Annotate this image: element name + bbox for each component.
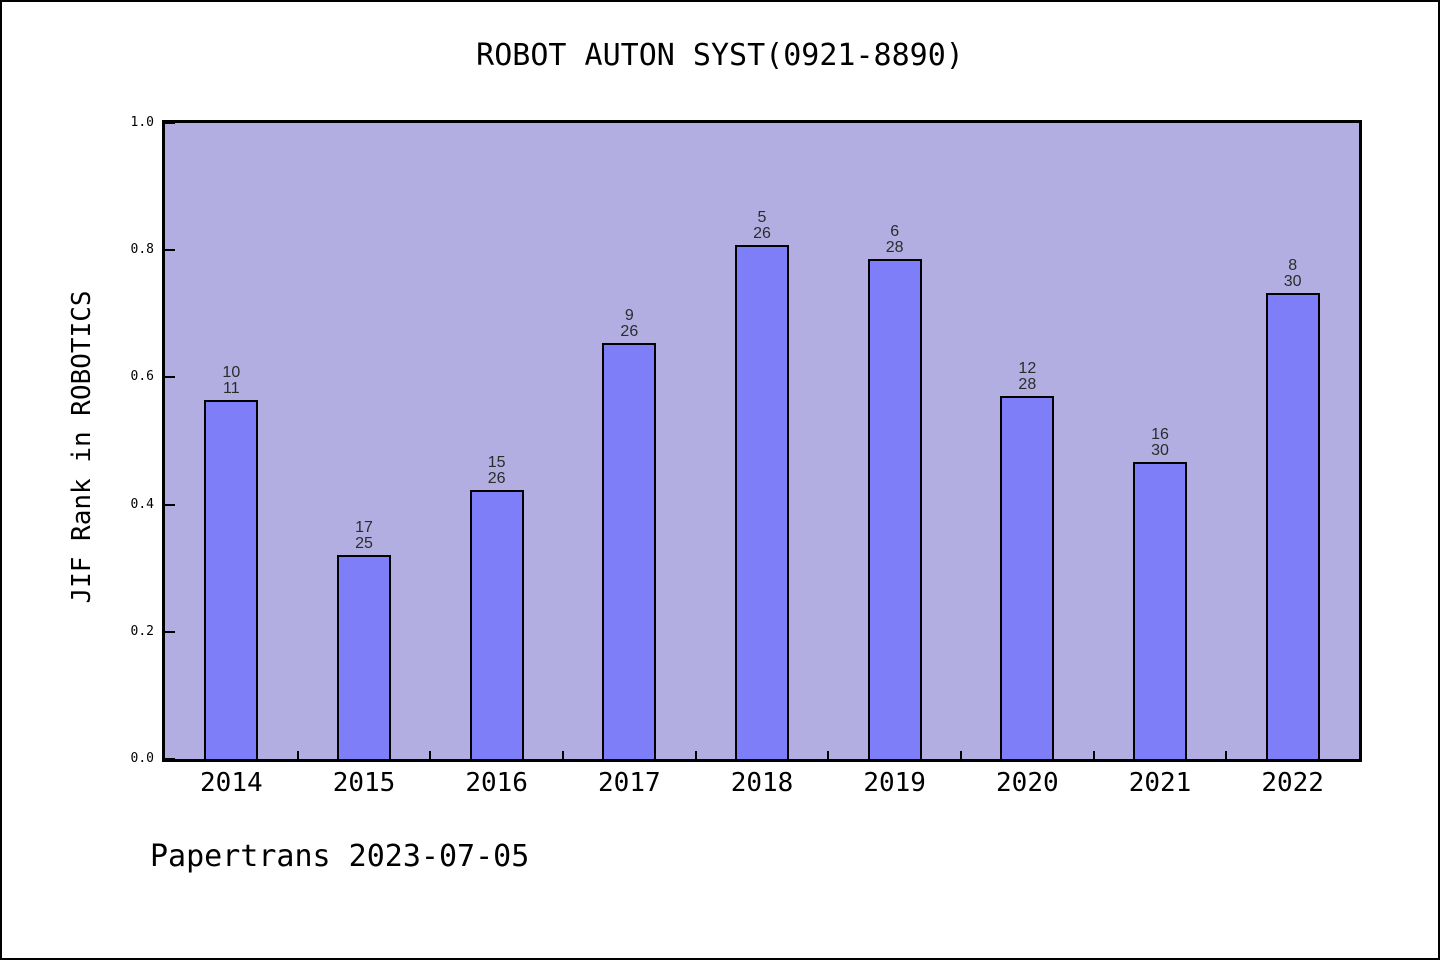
bar-value-label: 15 26 (487, 454, 506, 487)
x-minor-tick (562, 751, 564, 759)
bar-value-label: 17 25 (355, 519, 373, 552)
bar-value-label: 10 11 (222, 364, 241, 397)
bar-value-label: 8 30 (1283, 257, 1302, 290)
bar-value-label: 16 30 (1151, 426, 1169, 459)
bar (337, 555, 391, 759)
bar (469, 490, 524, 759)
bar-value-label: 5 26 (753, 209, 771, 242)
plot-area: 10 11 17 25 15 26 9 26 5 26 6 28 12 28 16 30 8 3… (162, 120, 1362, 762)
x-minor-tick (296, 751, 299, 759)
x-tick-label: 2014 (200, 768, 263, 798)
y-tick (165, 376, 175, 379)
bar (1265, 293, 1320, 759)
x-tick-label: 2021 (1128, 768, 1192, 798)
bar (602, 343, 657, 759)
y-tick-label: 0.6 (130, 369, 154, 385)
chart-title: ROBOT AUTON SYST(0921-8890) (476, 38, 964, 73)
x-tick-label: 2019 (863, 768, 926, 798)
x-minor-tick (694, 751, 697, 759)
x-minor-tick (1225, 751, 1228, 759)
y-tick (165, 249, 175, 252)
x-tick-label: 2016 (465, 768, 528, 798)
bar-value-label: 12 28 (1018, 360, 1037, 393)
x-tick-label: 2020 (996, 768, 1059, 798)
y-tick (165, 503, 175, 506)
y-tick (165, 122, 175, 124)
y-tick-label: 0.0 (130, 751, 154, 766)
x-tick-label: 2018 (730, 768, 794, 798)
footer-watermark: Papertrans 2023-07-05 (150, 839, 530, 874)
y-tick (165, 758, 175, 760)
bar (204, 400, 259, 759)
x-tick-label: 2022 (1261, 768, 1324, 798)
y-tick-label: 0.8 (130, 242, 154, 258)
x-tick-label: 2017 (598, 768, 661, 798)
y-tick-label: 0.4 (130, 496, 154, 512)
bar-value-label: 6 28 (885, 223, 904, 256)
x-minor-tick (1092, 751, 1095, 759)
y-tick (165, 630, 175, 633)
y-axis-title: JIF Rank in ROBOTICS (67, 290, 97, 604)
bar (1133, 462, 1187, 759)
x-minor-tick (827, 751, 830, 759)
x-minor-tick (429, 751, 432, 759)
y-tick-label: 1.0 (130, 115, 154, 130)
y-tick-label: 0.2 (130, 623, 154, 639)
bar (735, 245, 789, 759)
bar (1000, 396, 1055, 759)
x-tick-label: 2015 (332, 768, 396, 798)
bar-value-label: 9 26 (620, 307, 639, 340)
bar (867, 259, 922, 759)
x-minor-tick (960, 751, 962, 759)
